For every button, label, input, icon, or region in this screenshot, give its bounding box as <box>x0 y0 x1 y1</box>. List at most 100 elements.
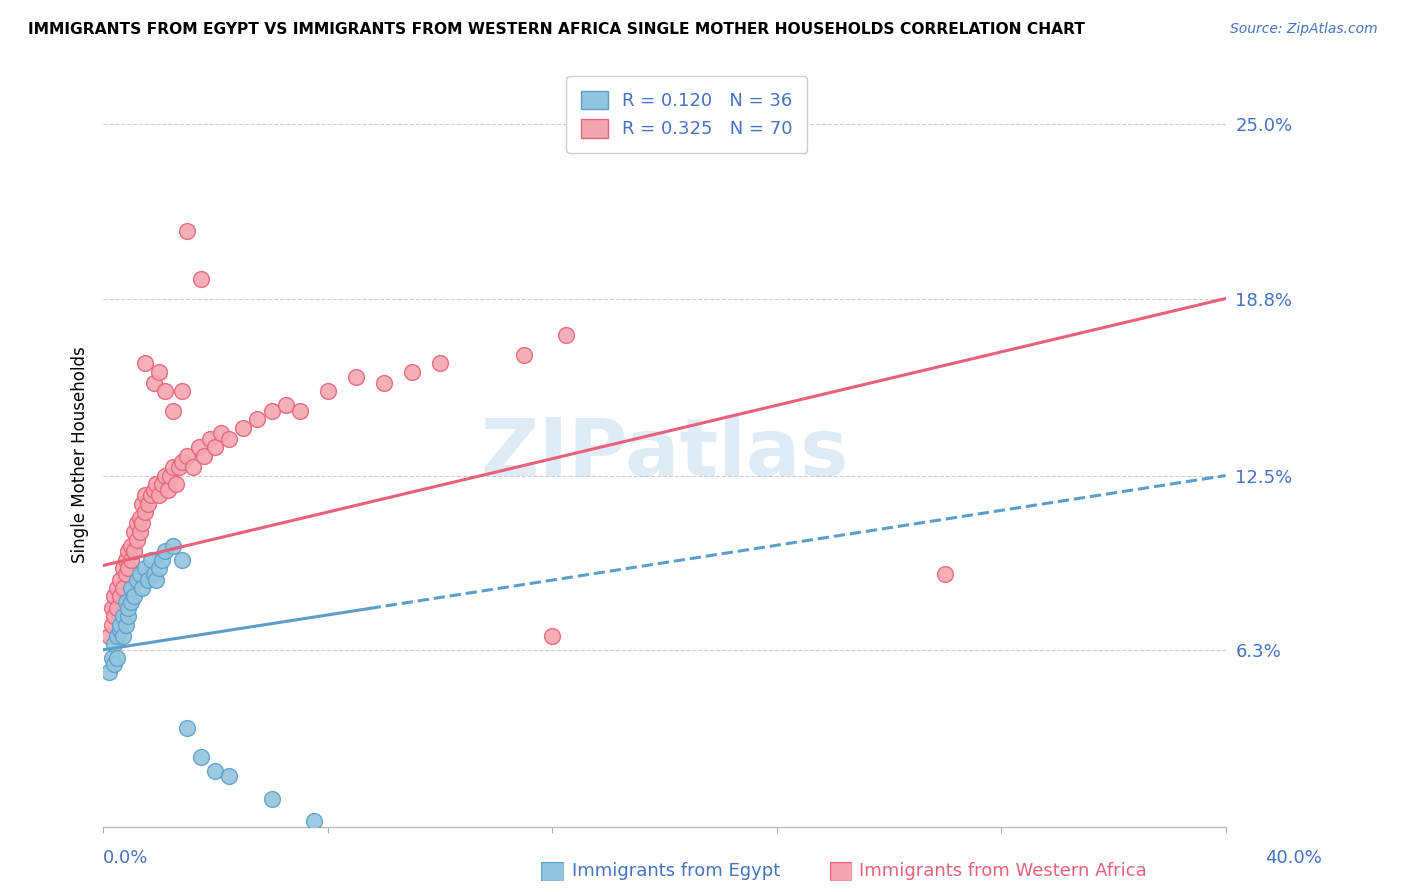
Point <box>162 404 184 418</box>
Point <box>114 553 136 567</box>
Point <box>176 722 198 736</box>
Point <box>187 441 209 455</box>
Point <box>181 460 204 475</box>
Point <box>198 432 221 446</box>
Point <box>302 814 325 829</box>
Point <box>108 623 131 637</box>
Y-axis label: Single Mother Households: Single Mother Households <box>72 346 89 563</box>
Point <box>117 609 139 624</box>
Point <box>139 488 162 502</box>
Point <box>105 629 128 643</box>
Point <box>111 581 134 595</box>
Point <box>114 617 136 632</box>
Point <box>153 468 176 483</box>
Point <box>120 553 142 567</box>
Point <box>103 590 125 604</box>
Point <box>103 609 125 624</box>
Point <box>156 483 179 497</box>
Point <box>150 477 173 491</box>
Point <box>134 488 156 502</box>
Point <box>148 561 170 575</box>
Text: 0.0%: 0.0% <box>103 849 148 867</box>
Point <box>148 488 170 502</box>
Point <box>100 600 122 615</box>
Point <box>218 432 240 446</box>
Point <box>111 561 134 575</box>
Point <box>136 497 159 511</box>
Point <box>108 573 131 587</box>
Point <box>128 524 150 539</box>
Point <box>97 629 120 643</box>
Point <box>131 516 153 531</box>
Point <box>159 468 181 483</box>
Point <box>429 356 451 370</box>
Point <box>150 553 173 567</box>
Point <box>100 651 122 665</box>
Point <box>120 595 142 609</box>
Point <box>100 617 122 632</box>
Point <box>122 544 145 558</box>
Point <box>274 398 297 412</box>
Point <box>97 665 120 680</box>
Point <box>541 629 564 643</box>
Point <box>170 553 193 567</box>
Point <box>134 356 156 370</box>
Point <box>162 539 184 553</box>
Text: ZIPatlas: ZIPatlas <box>481 416 848 493</box>
Point <box>103 657 125 671</box>
Point <box>373 376 395 390</box>
Point <box>204 441 226 455</box>
Point <box>260 791 283 805</box>
Point <box>934 566 956 581</box>
Point <box>145 477 167 491</box>
Point <box>401 365 423 379</box>
Point <box>555 328 578 343</box>
Point <box>204 764 226 778</box>
Point <box>108 590 131 604</box>
Point <box>176 449 198 463</box>
Point <box>120 581 142 595</box>
Point <box>209 426 232 441</box>
Point <box>108 617 131 632</box>
Point <box>316 384 339 399</box>
Point <box>145 573 167 587</box>
Text: Immigrants from Western Africa: Immigrants from Western Africa <box>859 863 1147 880</box>
Point <box>131 581 153 595</box>
Legend: R = 0.120   N = 36, R = 0.325   N = 70: R = 0.120 N = 36, R = 0.325 N = 70 <box>567 77 807 153</box>
Point <box>142 483 165 497</box>
Point <box>117 544 139 558</box>
Point <box>125 516 148 531</box>
Point <box>148 365 170 379</box>
Point <box>190 749 212 764</box>
Point <box>153 384 176 399</box>
Point <box>153 544 176 558</box>
Point <box>162 460 184 475</box>
Text: IMMIGRANTS FROM EGYPT VS IMMIGRANTS FROM WESTERN AFRICA SINGLE MOTHER HOUSEHOLDS: IMMIGRANTS FROM EGYPT VS IMMIGRANTS FROM… <box>28 22 1085 37</box>
Point <box>103 637 125 651</box>
Point <box>246 412 269 426</box>
Point <box>165 477 187 491</box>
Point <box>105 581 128 595</box>
Point <box>111 629 134 643</box>
Point <box>260 404 283 418</box>
Point <box>142 376 165 390</box>
Point <box>125 533 148 548</box>
Point <box>344 370 367 384</box>
Point <box>122 590 145 604</box>
Point <box>170 384 193 399</box>
Point <box>170 454 193 468</box>
Point <box>232 421 254 435</box>
Point <box>142 566 165 581</box>
Point <box>111 609 134 624</box>
Text: Immigrants from Egypt: Immigrants from Egypt <box>572 863 780 880</box>
Point <box>105 600 128 615</box>
Point <box>128 566 150 581</box>
Point <box>167 460 190 475</box>
Point <box>176 224 198 238</box>
Point <box>131 497 153 511</box>
Point <box>125 573 148 587</box>
Text: 40.0%: 40.0% <box>1265 849 1322 867</box>
Point <box>193 449 215 463</box>
Point <box>114 595 136 609</box>
Point <box>134 561 156 575</box>
